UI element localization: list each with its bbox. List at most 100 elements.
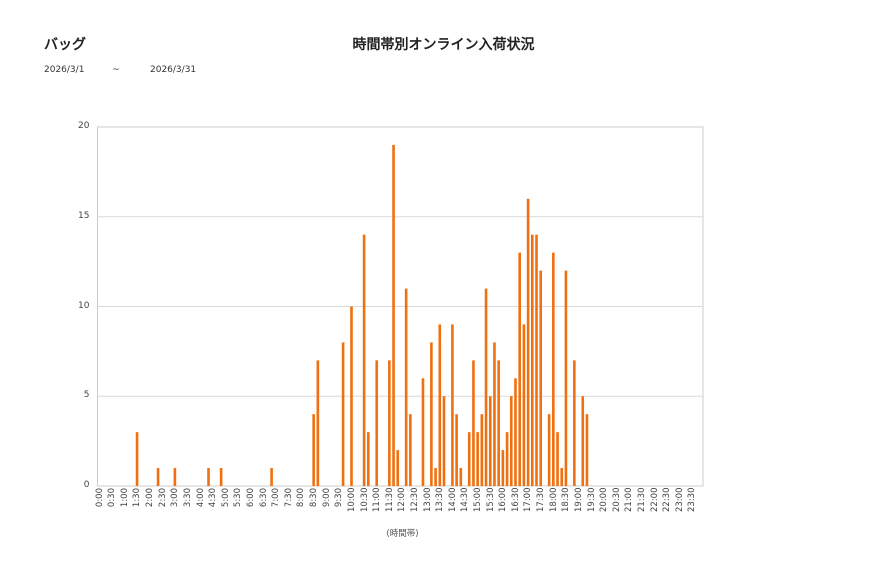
- bar: [564, 270, 568, 486]
- x-tick-label: 14:30: [460, 487, 471, 513]
- x-tick-label: 2:00: [145, 488, 156, 508]
- bar: [472, 360, 475, 486]
- bar: [219, 468, 223, 486]
- bar: [451, 324, 454, 486]
- bar: [518, 252, 521, 486]
- page-title: 時間帯別オンライン入荷状況: [352, 37, 535, 53]
- x-tick-label: 4:30: [208, 488, 219, 508]
- y-tick-label: 15: [78, 210, 90, 221]
- bar: [560, 468, 564, 486]
- x-tick-label: 13:30: [435, 487, 446, 513]
- bar: [509, 396, 513, 486]
- bar: [156, 468, 160, 486]
- bar: [341, 342, 345, 486]
- x-tick-label: 4:00: [195, 488, 206, 508]
- x-tick-label: 5:30: [233, 488, 244, 508]
- x-tick-label: 17:30: [536, 487, 547, 513]
- bar: [526, 198, 530, 487]
- y-tick-label: 0: [83, 480, 90, 490]
- x-tick-label: 10:00: [346, 487, 357, 513]
- bar: [409, 414, 412, 486]
- x-tick-label: 11:00: [372, 487, 383, 513]
- x-tick-label: 5:00: [220, 488, 231, 508]
- bar: [312, 414, 315, 486]
- y-tick-label: 20: [78, 121, 90, 131]
- x-tick-label: 16:30: [510, 487, 521, 513]
- x-tick-label: 1:00: [119, 488, 130, 508]
- bar: [135, 432, 139, 486]
- bar: [392, 144, 395, 486]
- x-tick-label: 20:00: [599, 487, 610, 513]
- bar: [505, 432, 509, 486]
- x-tick-label: 23:30: [687, 487, 698, 513]
- bar: [493, 342, 496, 486]
- date-separator: ~: [112, 65, 120, 75]
- x-tick-label: 19:30: [586, 487, 597, 513]
- date-from: 2026/3/1: [44, 65, 85, 75]
- bar: [350, 306, 353, 486]
- bar: [530, 234, 534, 486]
- x-tick-label: 6:00: [245, 488, 256, 508]
- y-tick-label: 5: [83, 390, 90, 401]
- bar: [207, 468, 210, 486]
- x-tick-label: 8:00: [296, 488, 307, 508]
- x-tick-label: 18:00: [548, 487, 559, 513]
- bar: [514, 378, 517, 486]
- x-tick-label: 7:30: [283, 488, 294, 508]
- x-tick-label: 21:30: [637, 487, 648, 513]
- x-tick-label: 0:00: [94, 488, 105, 508]
- date-to: 2026/3/31: [150, 65, 197, 75]
- x-tick-label: 17:00: [523, 487, 534, 513]
- category-label: バッグ: [44, 37, 86, 53]
- bar: [476, 432, 479, 486]
- x-tick-label: 0:30: [107, 488, 118, 508]
- x-tick-label: 16:00: [498, 487, 509, 513]
- bar: [501, 450, 505, 486]
- x-tick-label: 6:30: [258, 488, 269, 508]
- bar: [455, 414, 458, 486]
- bar: [585, 414, 589, 486]
- x-tick-label: 13:00: [422, 487, 433, 513]
- x-tick-label: 22:30: [662, 487, 673, 513]
- x-tick-label: 9:30: [334, 488, 345, 508]
- bar: [552, 252, 555, 486]
- bar: [430, 342, 433, 486]
- bar: [488, 396, 492, 486]
- x-tick-label: 3:00: [170, 488, 181, 508]
- x-tick-label: 14:00: [447, 487, 458, 513]
- bar: [270, 468, 273, 486]
- bar: [316, 360, 320, 486]
- bar: [539, 270, 543, 486]
- x-tick-label: 8:30: [309, 488, 320, 508]
- bar: [467, 432, 471, 486]
- x-tick-label: 10:30: [359, 487, 370, 513]
- x-tick-label: 7:00: [271, 488, 282, 508]
- x-tick-label: 21:00: [624, 487, 635, 513]
- bar: [388, 360, 391, 486]
- x-tick-label: 23:00: [674, 487, 685, 513]
- bar: [581, 396, 585, 486]
- x-tick-label: 15:00: [473, 487, 484, 513]
- bar: [480, 414, 484, 486]
- bar: [459, 468, 463, 486]
- bar: [484, 288, 488, 486]
- bar: [421, 378, 425, 486]
- bar: [362, 234, 366, 486]
- bar: [547, 414, 551, 486]
- x-tick-label: 18:30: [561, 487, 572, 513]
- bar: [535, 234, 538, 486]
- bar: [442, 396, 446, 486]
- x-tick-label: 2:30: [157, 488, 168, 508]
- y-tick-label: 10: [78, 300, 90, 311]
- x-tick-label: 19:00: [573, 487, 584, 513]
- bar: [375, 360, 379, 486]
- x-tick-label: 9:00: [321, 488, 332, 508]
- bar: [396, 450, 400, 486]
- bar: [438, 324, 442, 486]
- x-tick-label: 11:30: [384, 487, 395, 513]
- x-tick-label: 12:30: [409, 487, 420, 513]
- x-tick-label: 3:30: [182, 488, 193, 508]
- bar: [497, 360, 500, 486]
- bar: [367, 432, 370, 486]
